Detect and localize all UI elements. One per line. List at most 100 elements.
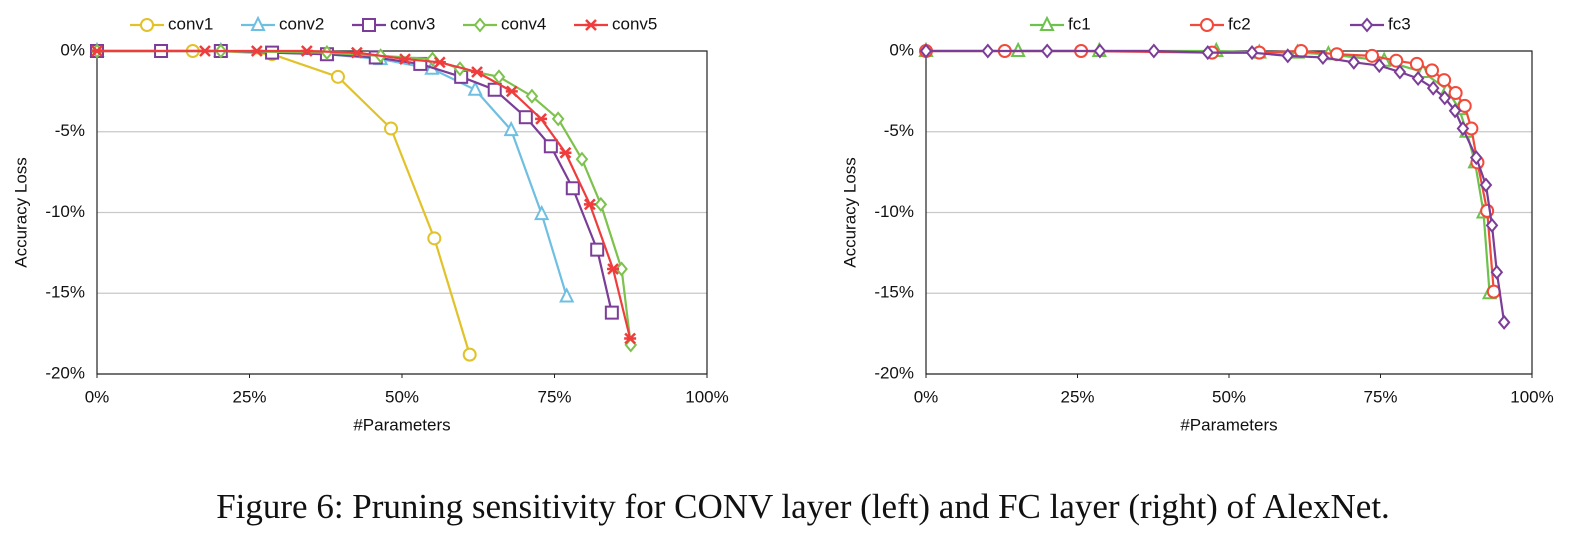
series-line [97, 49, 632, 346]
marker [525, 88, 539, 104]
legend-marker [1200, 18, 1214, 32]
x-tick-label: 50% [385, 387, 419, 406]
marker [1347, 54, 1361, 70]
marker [1147, 43, 1161, 59]
marker [399, 53, 412, 65]
marker [1201, 45, 1215, 61]
series-line [97, 49, 613, 313]
marker [919, 43, 933, 59]
marker [505, 85, 518, 98]
y-tick-label: -20% [45, 363, 85, 382]
marker [1093, 43, 1107, 59]
marker [1245, 45, 1259, 61]
x-axis-label: #Parameters [353, 415, 450, 434]
legend-marker [362, 18, 376, 32]
marker [1485, 217, 1499, 233]
x-tick-label: 100% [1510, 387, 1553, 406]
legend-marker [1360, 17, 1374, 33]
y-axis-label: Accuracy Loss [11, 157, 30, 268]
y-tick-label: 0% [889, 40, 914, 59]
marker [575, 151, 589, 167]
y-tick-label: -5% [55, 121, 85, 140]
marker [471, 66, 484, 78]
marker [300, 45, 313, 57]
marker [1393, 64, 1407, 80]
marker [198, 45, 211, 57]
legend-marker [140, 18, 154, 32]
marker [1479, 177, 1493, 193]
legend-label: conv1 [168, 14, 213, 33]
series-line [97, 49, 632, 339]
x-tick-label: 0% [914, 387, 939, 406]
marker [433, 56, 446, 69]
y-tick-label: -5% [884, 121, 914, 140]
marker [467, 80, 483, 96]
marker [607, 263, 620, 275]
marker [559, 287, 575, 303]
caption: Figure 6: Pruning sensitivity for CONV l… [216, 487, 1390, 526]
y-axis-label: Accuracy Loss [840, 157, 859, 268]
marker [551, 111, 565, 127]
marker [503, 120, 519, 137]
marker [330, 69, 345, 84]
marker [1438, 90, 1452, 106]
marker [1365, 48, 1380, 63]
legend-label: conv2 [279, 14, 324, 33]
marker [384, 121, 399, 136]
legend-marker [1039, 15, 1055, 31]
x-tick-label: 75% [537, 387, 571, 406]
marker [981, 43, 995, 59]
plot-frame [96, 50, 708, 375]
y-tick-label: -20% [874, 363, 914, 382]
series-line [926, 49, 1495, 292]
legend-label: conv5 [612, 14, 657, 33]
series-line [926, 49, 1506, 323]
y-tick-label: 0% [60, 40, 85, 59]
marker [604, 305, 619, 320]
x-tick-label: 25% [1060, 387, 1094, 406]
y-tick-label: -15% [874, 283, 914, 302]
marker [518, 110, 533, 125]
marker [1469, 150, 1483, 166]
y-tick-label: -10% [874, 202, 914, 221]
marker [624, 332, 637, 345]
legend-marker [250, 15, 266, 31]
marker [535, 112, 548, 125]
marker [1456, 120, 1470, 137]
marker [427, 231, 442, 246]
marker [1281, 48, 1295, 64]
marker [534, 204, 550, 221]
legend-label: conv3 [390, 14, 435, 33]
marker [590, 242, 605, 257]
marker [565, 181, 580, 196]
series-line [97, 49, 471, 355]
marker [559, 146, 572, 159]
marker [487, 82, 502, 97]
marker [462, 347, 477, 362]
marker [350, 46, 363, 59]
marker [1425, 63, 1440, 78]
marker [583, 198, 596, 211]
x-tick-label: 75% [1363, 387, 1397, 406]
y-tick-label: -15% [45, 283, 85, 302]
marker [1426, 80, 1440, 96]
marker [594, 196, 608, 212]
marker [1389, 53, 1404, 68]
marker [91, 45, 103, 57]
marker [1497, 314, 1511, 330]
x-tick-label: 25% [232, 387, 266, 406]
marker [1040, 43, 1054, 59]
legend-label: fc3 [1388, 14, 1411, 33]
marker [1372, 57, 1386, 74]
legend-label: fc2 [1228, 14, 1251, 33]
x-tick-label: 50% [1212, 387, 1246, 406]
legend-label: conv4 [501, 14, 546, 33]
y-tick-label: -10% [45, 202, 85, 221]
marker [1409, 56, 1424, 71]
legend-marker [585, 19, 597, 31]
series-line [926, 49, 1491, 294]
legend-label: fc1 [1068, 14, 1091, 33]
marker [1448, 85, 1463, 100]
